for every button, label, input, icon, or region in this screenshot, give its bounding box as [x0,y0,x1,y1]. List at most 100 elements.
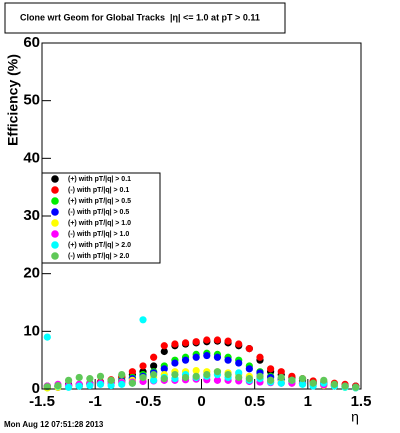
point [192,366,200,375]
point [203,351,211,360]
legend-label: (+) with pT/|q| > 0.1 [68,176,131,183]
point [277,373,285,382]
point [150,353,158,361]
point [86,375,94,383]
point [224,356,232,364]
point [43,383,51,391]
marks [43,316,360,392]
point [139,362,147,370]
point [54,381,62,390]
point [150,376,158,384]
legend-box [41,172,161,264]
point [256,353,264,361]
point [75,373,83,382]
chart-subtitle: |η| <= 1.0 at pT > 0.11 [170,12,260,22]
point [203,336,211,344]
legend-marker [51,175,59,183]
x-tick-label: -0.5 [135,393,161,410]
point [160,375,168,383]
title-box [4,2,286,34]
y-tick-label: 10 [23,322,40,339]
point [213,376,222,384]
point [192,372,200,380]
point [192,353,200,361]
point [256,372,264,380]
point [150,370,158,379]
point [171,370,179,379]
point [171,359,179,367]
point [288,376,296,384]
y-tick-label: 60 [23,34,40,51]
x-axis-label: η [351,409,359,425]
point [181,373,190,382]
point [213,368,222,376]
point [224,370,232,379]
point [107,376,115,384]
point [298,375,307,383]
point [277,379,285,387]
point [96,372,105,380]
legend-marker [51,241,59,249]
point [181,339,190,347]
legend-label: (-) with pT/|q| > 0.1 [68,187,129,194]
point [298,380,307,388]
legend-marker [51,219,59,227]
point [224,337,232,345]
legend-label: (+) with pT/|q| > 2.0 [68,242,131,249]
point [171,340,179,348]
point [213,336,222,344]
point [203,370,211,379]
point [192,338,200,346]
y-tick-label: 0 [32,380,40,397]
legend-marker [51,186,59,194]
point [86,381,94,390]
point [64,376,73,384]
point [245,365,253,373]
point [235,340,243,348]
point [320,376,328,384]
point [107,381,115,390]
point [139,316,147,324]
legend-label: (-) with pT/|q| > 2.0 [68,253,129,260]
y-tick-label: 40 [23,149,40,166]
legend-label: (+) with pT/|q| > 1.0 [68,220,131,227]
point [309,379,317,387]
point [96,380,105,388]
point [150,362,158,370]
x-tick-label: -1.5 [29,393,55,410]
point [160,342,168,350]
legend-marker [51,197,59,205]
point [181,356,190,364]
legend-marker [51,208,59,216]
y-tick-label: 20 [23,265,40,282]
point [352,383,360,391]
x-tick-label: 1.5 [351,393,372,410]
y-tick-label: 30 [23,207,40,224]
legend-label: (-) with pT/|q| > 0.5 [68,209,129,216]
y-tick-label: 50 [23,92,40,109]
point [213,353,222,361]
point [64,383,73,391]
point [330,380,339,388]
point [267,376,275,384]
point [245,375,253,383]
y-axis-label: Efficiency (%) [5,54,21,146]
legend-marker [51,252,59,260]
legend-label: (-) with pT/|q| > 1.0 [68,231,129,238]
x-tick-label: 1 [304,393,312,410]
point [75,382,83,390]
point [118,370,126,379]
x-tick-label: 0 [197,393,205,410]
legend-label: (+) with pT/|q| > 0.5 [68,198,131,205]
footer-date: Mon Aug 12 07:51:28 2013 [4,420,104,429]
point [267,365,275,373]
x-tick-label: 0.5 [244,393,265,410]
point [245,345,253,353]
point [160,347,168,356]
point [128,379,136,387]
x-tick-label: -1 [88,393,101,410]
point [139,373,147,382]
point [235,373,243,382]
point [341,382,349,390]
